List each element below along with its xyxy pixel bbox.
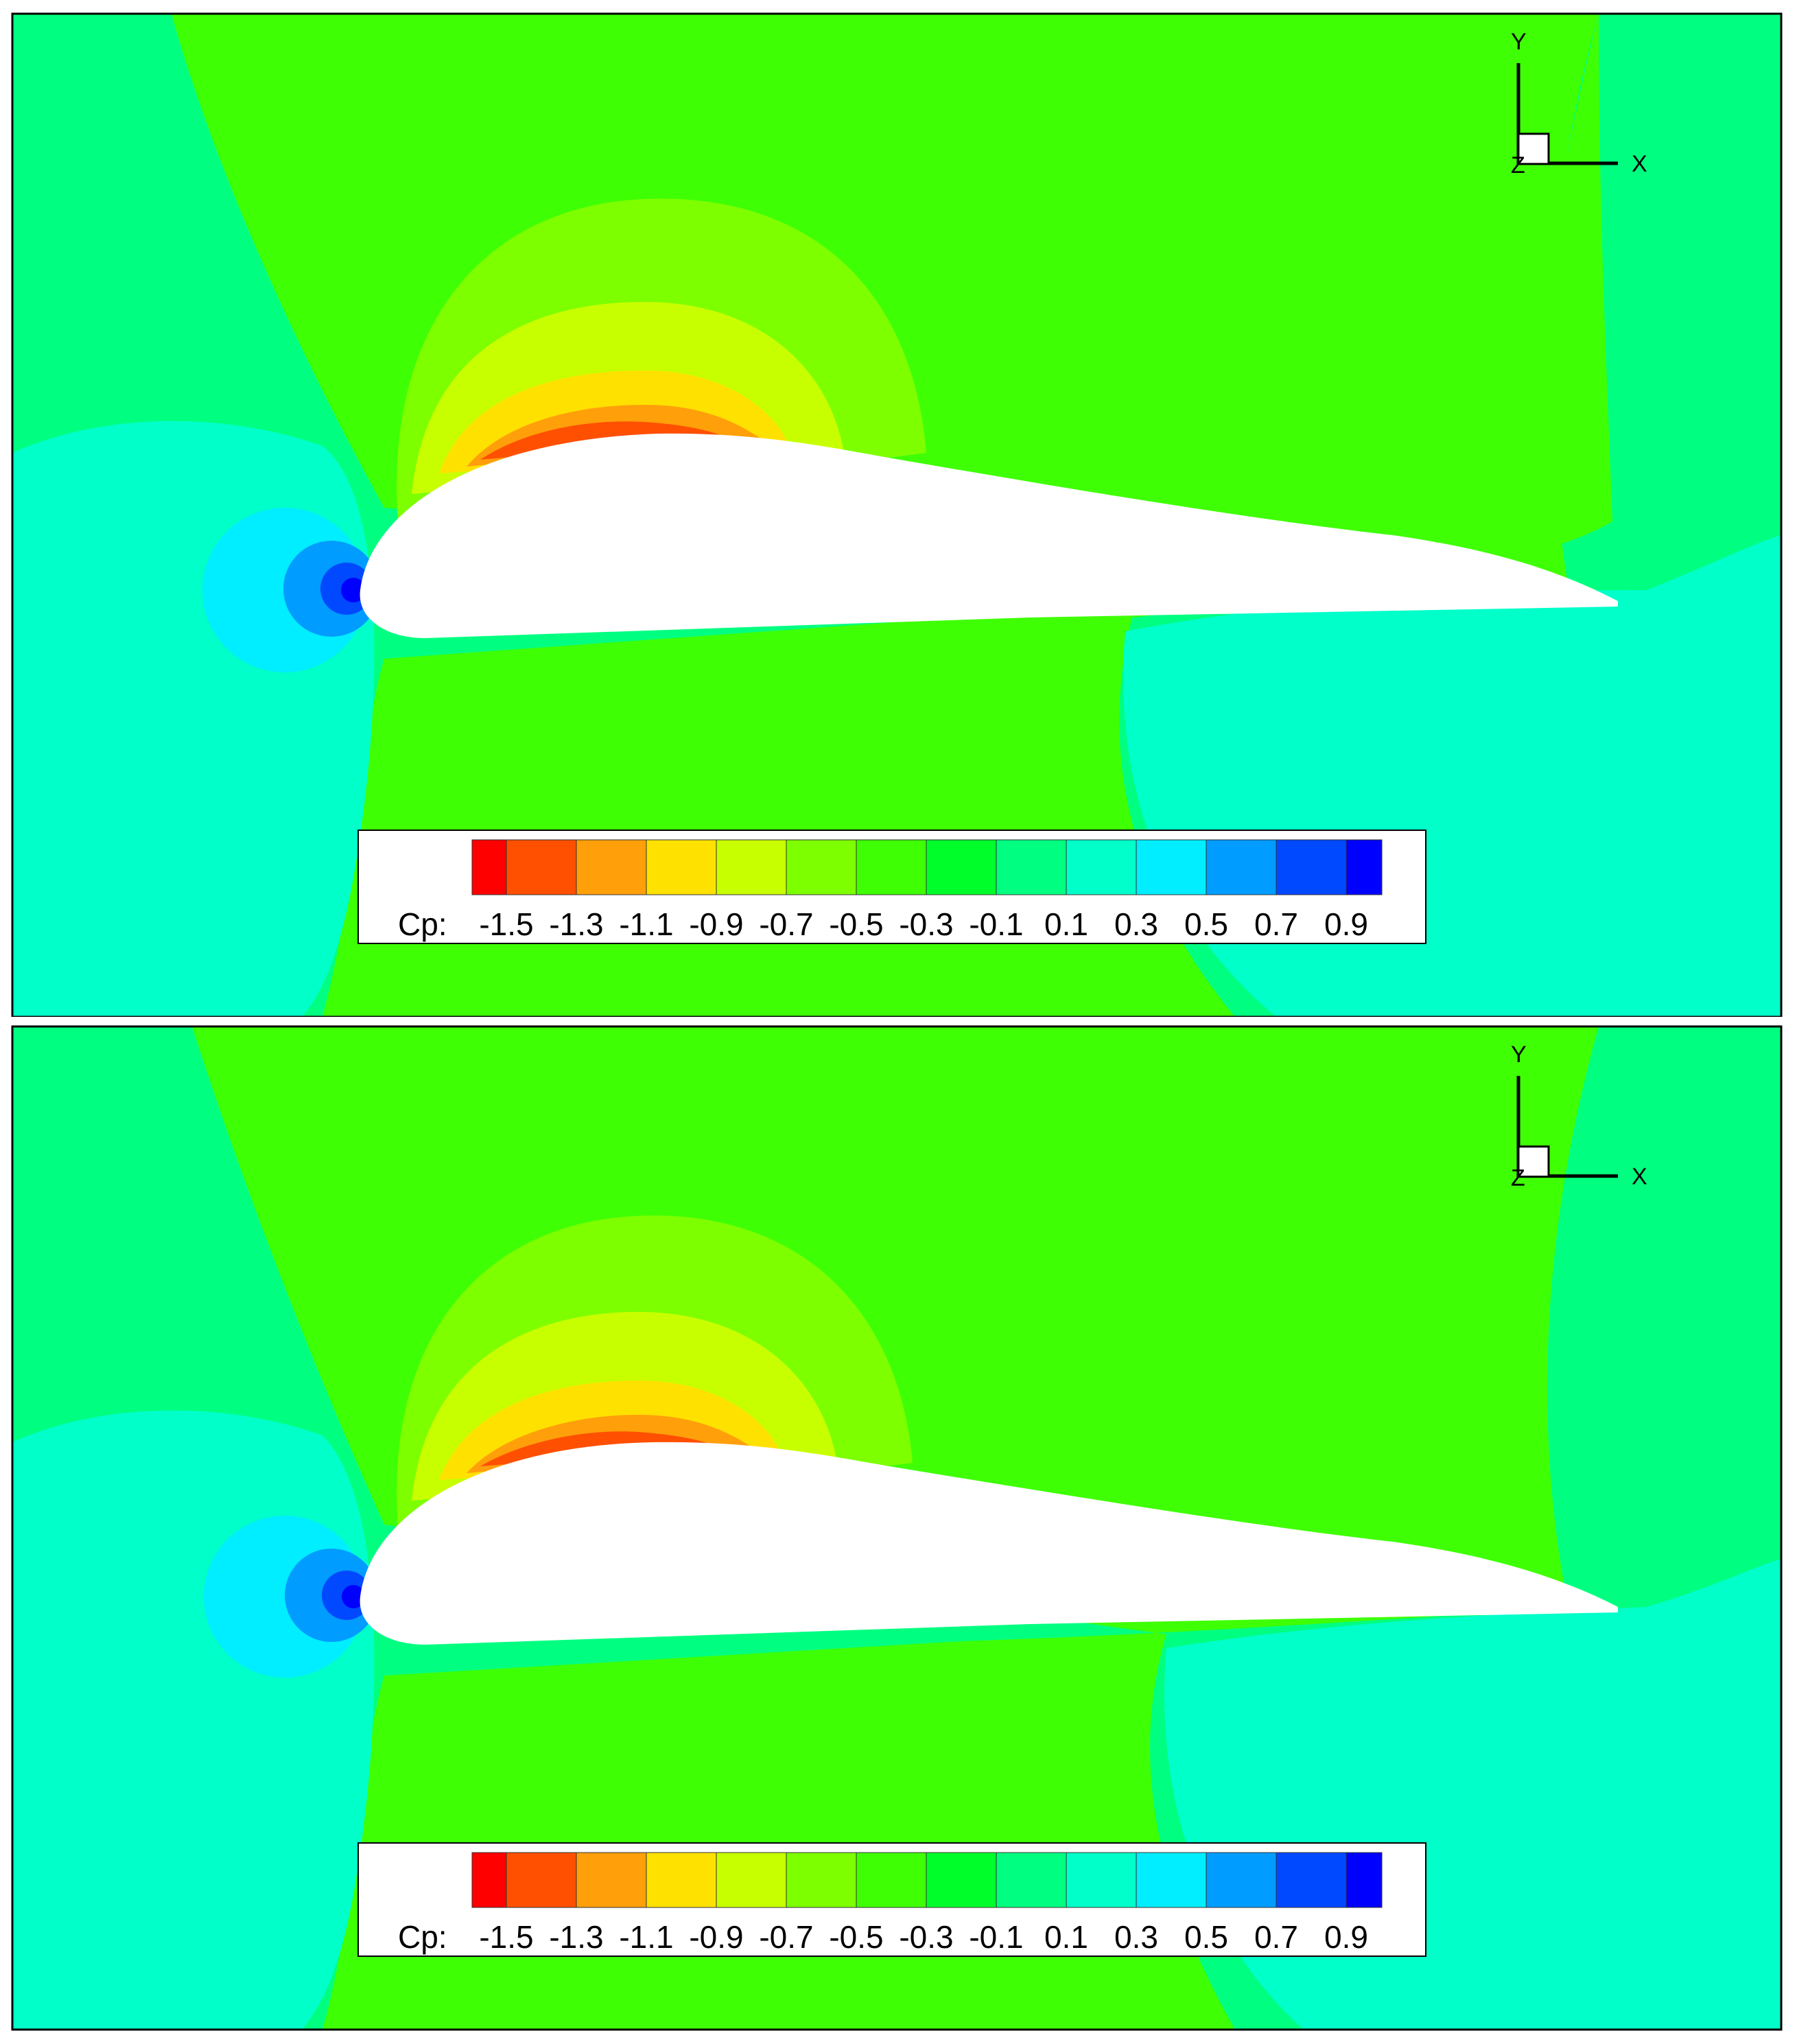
legend-tick-label: 0.5 <box>1184 906 1228 942</box>
z-axis-label: Z <box>1511 152 1525 178</box>
legend-swatch <box>716 839 787 895</box>
legend-tick-label: -0.7 <box>759 906 813 942</box>
legend-tick-label: -1.1 <box>619 1919 673 1955</box>
legend-swatch <box>996 839 1067 895</box>
legend-tick-label: 0.9 <box>1324 1919 1368 1955</box>
axes-triad: Y X Z <box>1511 1042 1647 1191</box>
legend-tick-label: 0.7 <box>1254 906 1298 942</box>
legend-tick-labels: -1.5 -1.3 -1.1 -0.9 -0.7 -0.5 -0.3 -0.1 0.1 0.3 0.… <box>479 1919 1368 1955</box>
legend-swatch <box>786 839 857 895</box>
legend-tick-label: -1.3 <box>549 1919 603 1955</box>
legend-tick-label: -0.1 <box>969 906 1023 942</box>
legend-swatch <box>506 839 577 895</box>
legend-swatch <box>1276 839 1347 895</box>
panel-frame <box>11 12 1783 1017</box>
legend-tick-label: -0.3 <box>899 1919 953 1955</box>
legend-tick-labels: -1.5 -1.3 -1.1 -0.9 -0.7 -0.5 -0.3 -0.1 0.1 0.3 0.… <box>479 906 1368 942</box>
legend-swatch <box>506 1852 577 1908</box>
x-axis-label: X <box>1632 151 1647 177</box>
legend-tick-label: 0.7 <box>1254 1919 1298 1955</box>
legend-swatch <box>646 1852 717 1908</box>
legend-swatch <box>1066 839 1137 895</box>
legend-swatches <box>471 1852 1383 1908</box>
legend-tick-label: 0.3 <box>1114 906 1158 942</box>
y-axis-label: Y <box>1511 1042 1527 1068</box>
legend-swatch <box>1136 839 1207 895</box>
legend-tick-label: 0.1 <box>1044 1919 1088 1955</box>
legend-swatch <box>1346 1852 1383 1908</box>
legend-swatch <box>576 839 647 895</box>
y-axis-label: Y <box>1511 29 1527 55</box>
cp-contour-panel-bottom: Y X Z Cp: -1.5 -1.3 -1.1 -0.9 -0.7 -0.5 -0.3 -0… <box>11 1025 1783 2031</box>
legend-swatch <box>996 1852 1067 1908</box>
legend-swatch <box>716 1852 787 1908</box>
legend-swatch <box>1276 1852 1347 1908</box>
legend-tick-label: -1.1 <box>619 906 673 942</box>
legend-tick-label: 0.3 <box>1114 1919 1158 1955</box>
legend-swatch <box>1136 1852 1207 1908</box>
legend-tick-label: 0.9 <box>1324 906 1368 942</box>
legend-swatch <box>1346 839 1383 895</box>
axes-triad: Y X Z <box>1511 29 1647 178</box>
z-axis-box <box>1517 132 1550 165</box>
airfoil-section <box>360 433 1619 638</box>
legend-swatches <box>471 839 1383 895</box>
legend-tick-label: -0.7 <box>759 1919 813 1955</box>
legend-swatch <box>471 1852 507 1908</box>
legend-tick-label: 0.1 <box>1044 906 1088 942</box>
stagnation-ring-4 <box>341 578 366 602</box>
legend-swatch <box>1206 839 1277 895</box>
legend-swatch <box>1206 1852 1277 1908</box>
legend-tick-label: -0.9 <box>689 906 743 942</box>
panel-frame <box>11 1025 1783 2031</box>
contour-band-minus-0-1 <box>172 14 1612 1017</box>
legend-swatch <box>646 839 717 895</box>
legend-tick-label: -1.5 <box>479 906 533 942</box>
legend-swatch <box>926 839 997 895</box>
legend-tick-label: -1.3 <box>549 906 603 942</box>
cp-legend: Cp: -1.5 -1.3 -1.1 -0.9 -0.7 -0.5 -0.3 -0.1 0.1 0… <box>357 830 1426 944</box>
legend-swatch <box>1066 1852 1137 1908</box>
z-axis-box <box>1517 1145 1550 1178</box>
stagnation-ring-4 <box>342 1585 365 1608</box>
legend-swatch <box>926 1852 997 1908</box>
airfoil-section <box>360 1442 1619 1645</box>
legend-tick-label: -0.5 <box>829 1919 883 1955</box>
legend-tick-label: -0.3 <box>899 906 953 942</box>
legend-swatch <box>786 1852 857 1908</box>
legend-tick-label: -0.5 <box>829 906 883 942</box>
legend-tick-label: 0.5 <box>1184 1919 1228 1955</box>
cp-legend: Cp: -1.5 -1.3 -1.1 -0.9 -0.7 -0.5 -0.3 -0.1 0.1 0… <box>357 1842 1426 1957</box>
legend-tick-label: -0.9 <box>689 1919 743 1955</box>
legend-swatch <box>576 1852 647 1908</box>
legend-swatch <box>856 839 927 895</box>
contour-band-leading <box>12 421 375 1017</box>
legend-swatch <box>856 1852 927 1908</box>
legend-tick-label: -1.5 <box>479 1919 533 1955</box>
x-axis-label: X <box>1632 1164 1647 1190</box>
legend-variable-label: Cp: <box>398 906 447 942</box>
contour-band-leading <box>12 1410 375 2030</box>
legend-tick-label: -0.1 <box>969 1919 1023 1955</box>
contour-field <box>12 14 1781 1017</box>
z-axis-label: Z <box>1511 1165 1525 1191</box>
legend-variable-label: Cp: <box>398 1919 447 1955</box>
cp-contour-panel-top: Y X Z Cp: -1.5 -1.3 -1.1 -0.9 -0.7 -0.5 -0.3 -0… <box>11 12 1783 1017</box>
legend-swatch <box>471 839 507 895</box>
